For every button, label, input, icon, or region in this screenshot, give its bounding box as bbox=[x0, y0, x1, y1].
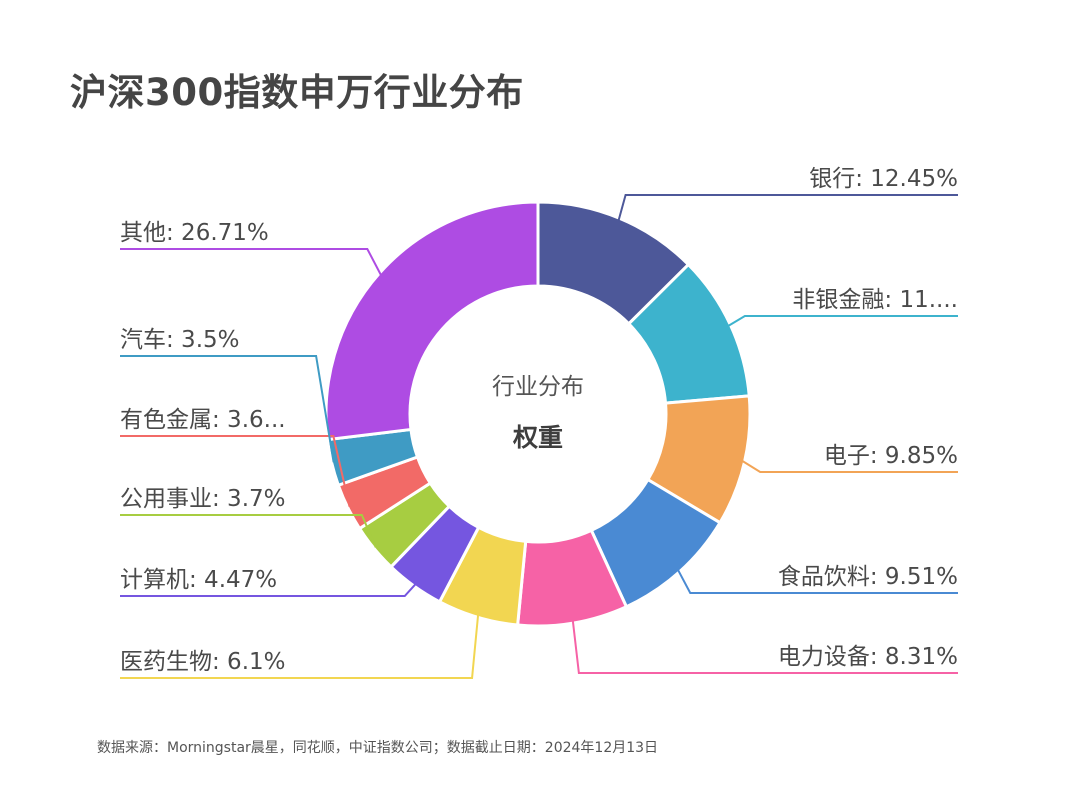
leader-line-3 bbox=[742, 460, 958, 473]
slice-11 bbox=[324, 200, 540, 442]
slice-label-3: 电子: 9.85% bbox=[824, 443, 958, 469]
leader-line-4 bbox=[677, 569, 958, 594]
leader-line-8 bbox=[120, 514, 377, 548]
leader-line-6 bbox=[120, 615, 480, 679]
leader-line-7 bbox=[120, 583, 417, 597]
slice-label-1: 银行: 12.45% bbox=[809, 166, 958, 192]
slices-layer bbox=[324, 200, 752, 628]
leader-line-9 bbox=[120, 435, 351, 507]
slice-label-2: 非银金融: 11.... bbox=[792, 287, 958, 313]
slice-label-5: 电力设备: 8.31% bbox=[778, 644, 958, 670]
center-text-bottom: 权重 bbox=[512, 423, 563, 452]
leader-lines-layer bbox=[120, 194, 958, 679]
page-title: 沪深300指数申万行业分布 bbox=[70, 71, 524, 114]
slice-labels-layer: 银行: 12.45% 非银金融: 11.... 电子: 9.85% 食品饮料: 9.5… bbox=[120, 166, 958, 675]
slice-label-9: 有色金属: 3.6... bbox=[120, 407, 286, 433]
source-note: 数据来源：Morningstar晨星，同花顺，中证指数公司；数据截止日期：202… bbox=[97, 740, 659, 756]
leader-line-5 bbox=[571, 620, 958, 674]
slice-label-7: 计算机: 4.47% bbox=[120, 567, 277, 593]
center-text-top: 行业分布 bbox=[492, 374, 584, 400]
leader-line-2 bbox=[728, 315, 958, 327]
leader-line-11 bbox=[120, 248, 382, 276]
slice-label-11: 其他: 26.71% bbox=[120, 220, 269, 246]
slice-label-6: 医药生物: 6.1% bbox=[120, 649, 286, 675]
leader-line-1 bbox=[617, 194, 958, 221]
slice-label-8: 公用事业: 3.7% bbox=[120, 486, 286, 512]
slice-label-10: 汽车: 3.5% bbox=[120, 327, 240, 353]
leader-line-10 bbox=[120, 355, 335, 463]
slice-label-4: 食品饮料: 9.51% bbox=[778, 564, 958, 590]
